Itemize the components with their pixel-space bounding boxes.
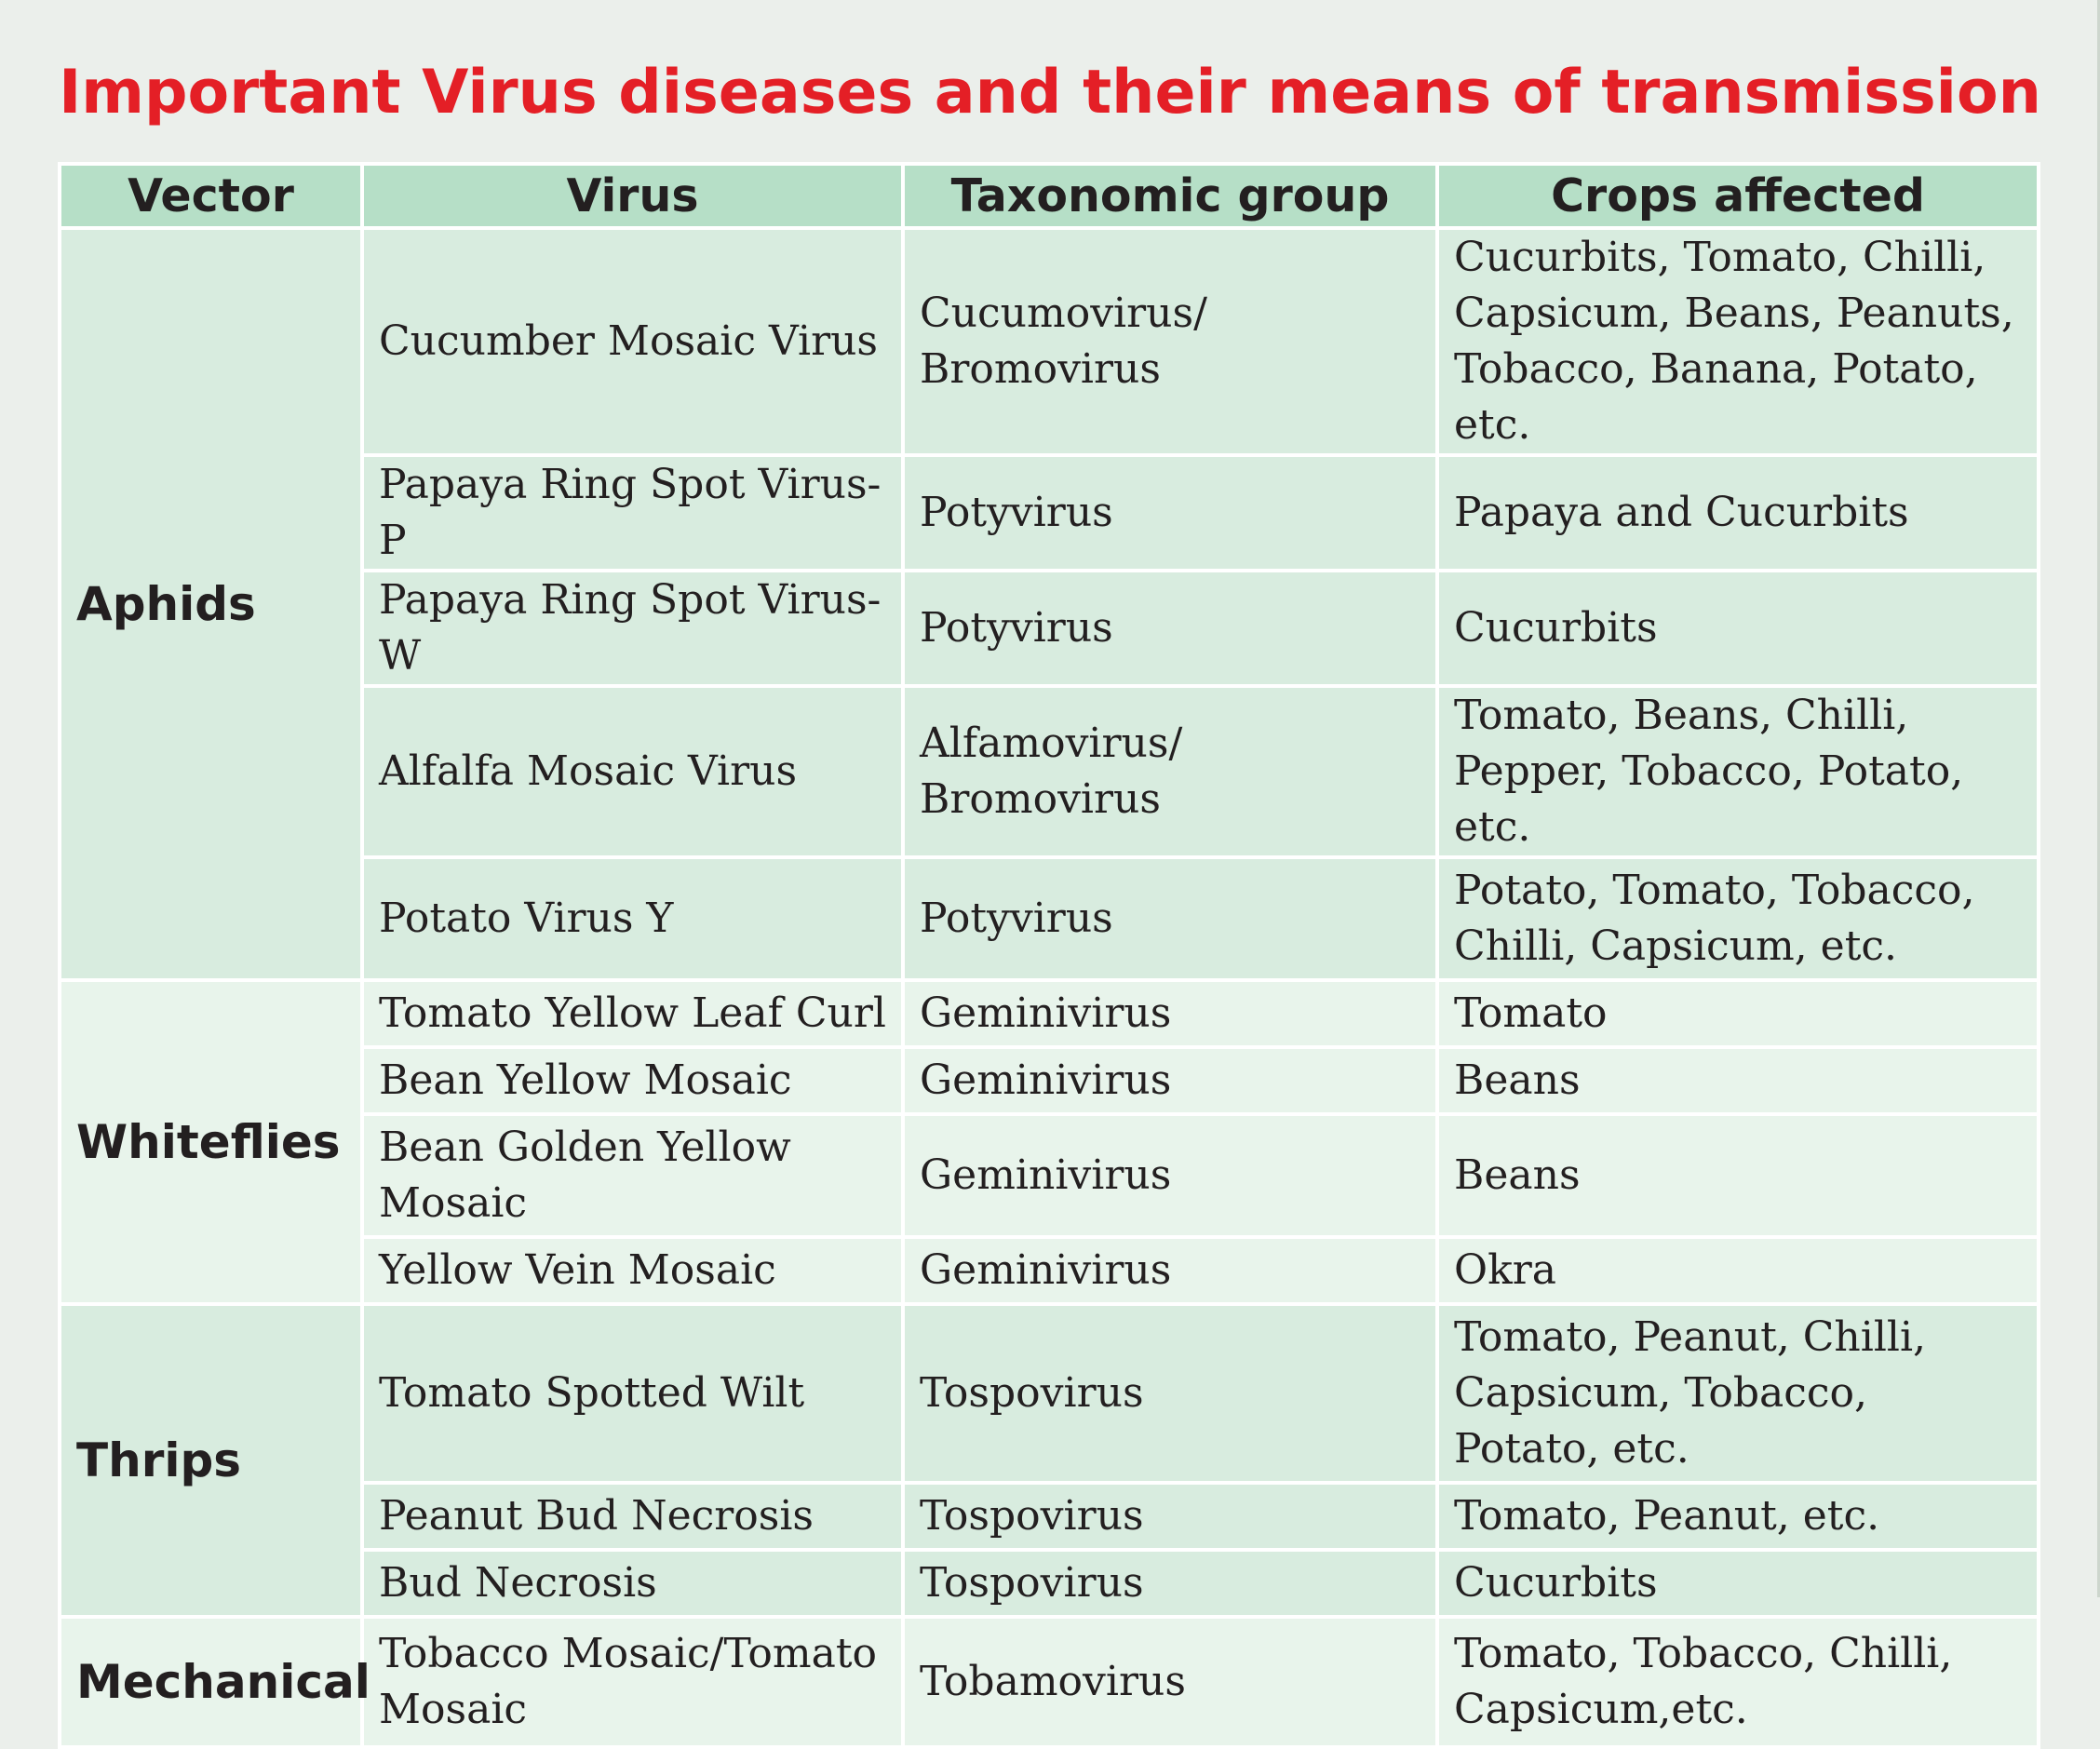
taxonomic-group-cell: Geminivirus (901, 1235, 1439, 1306)
virus-transmission-table: Vector Virus Taxonomic group Crops affec… (58, 162, 2040, 1749)
taxonomic-group-cell: Tospovirus (901, 1548, 1439, 1619)
taxonomic-group-cell: Tospovirus (901, 1481, 1439, 1552)
vector-cell-whiteflies: Whiteflies (58, 978, 364, 1306)
crops-affected-cell: Tomato, Peanut, etc. (1435, 1481, 2040, 1552)
virus-cell: Alfalfa Mosaic Virus (360, 684, 905, 859)
table-row: Bean Yellow Mosaic Geminivirus Beans (60, 1045, 2040, 1116)
virus-cell: Papaya Ring Spot Virus-W (360, 569, 905, 688)
crops-affected-cell: Okra (1435, 1235, 2040, 1306)
crops-affected-cell: Cucurbits (1435, 569, 2040, 688)
table-row: Thrips Tomato Spotted Wilt Tospovirus To… (58, 1302, 2040, 1619)
crops-affected-cell: Beans (1435, 1112, 2040, 1239)
virus-cell: Bean Yellow Mosaic (360, 1045, 905, 1116)
table-row: Potato Virus Y Potyvirus Potato, Tomato,… (60, 855, 2040, 982)
table-row: Mechanical Tobacco Mosaic/Tomato Mosaic … (58, 1615, 2040, 1749)
taxonomic-group-cell: Geminivirus (901, 1112, 1439, 1239)
table-row: Yellow Vein Mosaic Geminivirus Okra (60, 1235, 2040, 1306)
table-row: Bean Golden Yellow Mosaic Geminivirus Be… (60, 1112, 2040, 1239)
page-title: Important Virus diseases and their means… (59, 58, 2041, 128)
taxonomic-group-cell: Potyvirus (901, 453, 1439, 572)
virus-cell: Bean Golden Yellow Mosaic (360, 1112, 905, 1239)
crops-affected-cell: Cucurbits (1435, 1548, 2040, 1619)
virus-cell: Tomato Spotted Wilt (360, 1302, 905, 1485)
vector-cell-thrips: Thrips (58, 1302, 364, 1619)
taxonomic-group-cell: Potyvirus (901, 855, 1439, 982)
virus-cell: Cucumber Mosaic Virus (360, 226, 905, 457)
header-vector: Vector (58, 162, 364, 230)
crops-affected-cell: Tomato, Beans, Chilli, Pepper, Tobacco, … (1435, 684, 2040, 859)
table-row: Aphids Cucumber Mosaic Virus Cucumovirus… (58, 226, 2040, 982)
virus-cell: Yellow Vein Mosaic (360, 1235, 905, 1306)
table-row: Papaya Ring Spot Virus-P Potyvirus Papay… (60, 453, 2040, 572)
header-taxonomic-group: Taxonomic group (901, 162, 1439, 230)
crops-affected-cell: Tomato, Peanut, Chilli, Capsicum, Tobacc… (1435, 1302, 2040, 1485)
table-row: Papaya Ring Spot Virus-W Potyvirus Cucur… (60, 569, 2040, 688)
virus-cell: Tomato Yellow Leaf Curl (360, 978, 905, 1049)
crops-affected-cell: Beans (1435, 1045, 2040, 1116)
taxonomic-group-cell: Geminivirus (901, 1045, 1439, 1116)
header-virus: Virus (360, 162, 905, 230)
vector-cell-mechanical: Mechanical (58, 1615, 370, 1749)
taxonomic-group-cell: Geminivirus (901, 978, 1439, 1049)
virus-cell: Papaya Ring Spot Virus-P (360, 453, 905, 572)
crops-affected-cell: Tomato (1435, 978, 2040, 1049)
vector-cell-aphids: Aphids (58, 226, 364, 982)
table-row: Whiteflies Tomato Yellow Leaf Curl Gemin… (58, 978, 2040, 1306)
header-crops-affected: Crops affected (1435, 162, 2040, 230)
table-row: Peanut Bud Necrosis Tospovirus Tomato, P… (60, 1481, 2040, 1552)
taxonomic-group-cell: Alfamovirus/ Bromovirus (901, 684, 1439, 859)
taxonomic-group-cell: Cucumovirus/ Bromovirus (901, 226, 1439, 457)
table-header-row: Vector Virus Taxonomic group Crops affec… (58, 162, 2040, 230)
taxonomic-group-cell: Potyvirus (901, 569, 1439, 688)
page-edge-divider (2097, 0, 2100, 1597)
virus-cell: Bud Necrosis (360, 1548, 905, 1619)
crops-affected-cell: Potato, Tomato, Tobacco, Chilli, Capsicu… (1435, 855, 2040, 982)
crops-affected-cell: Cucurbits, Tomato, Chilli, Capsicum, Bea… (1435, 226, 2040, 457)
virus-cell: Tobacco Mosaic/Tomato Mosaic (360, 1615, 905, 1749)
crops-affected-cell: Papaya and Cucurbits (1435, 453, 2040, 572)
virus-cell: Potato Virus Y (360, 855, 905, 982)
crops-affected-cell: Tomato, Tobacco, Chilli, Capsicum,etc. (1435, 1615, 2040, 1749)
taxonomic-group-cell: Tospovirus (901, 1302, 1439, 1485)
taxonomic-group-cell: Tobamovirus (901, 1615, 1439, 1749)
table-row: Alfalfa Mosaic Virus Alfamovirus/ Bromov… (60, 684, 2040, 859)
virus-cell: Peanut Bud Necrosis (360, 1481, 905, 1552)
